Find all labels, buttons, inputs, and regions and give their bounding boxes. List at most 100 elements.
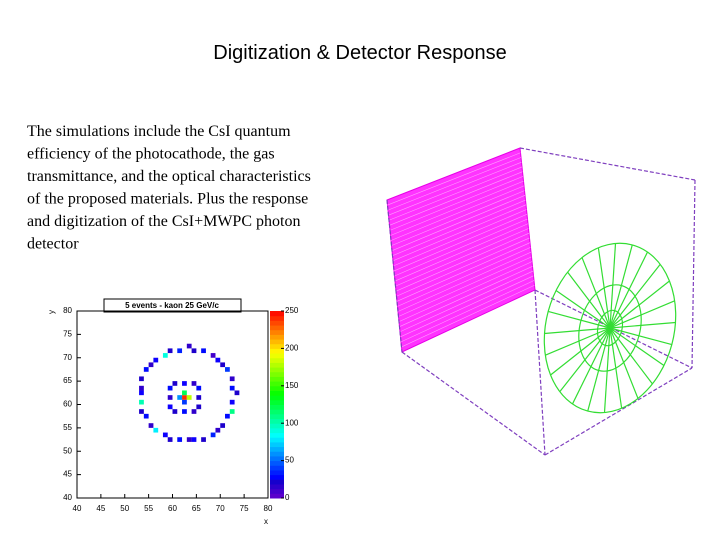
colorbar-step <box>270 353 284 359</box>
colorbar-step <box>270 479 284 485</box>
x-tick-label: 70 <box>216 504 225 513</box>
colorbar-step <box>270 376 284 382</box>
colorbar-step <box>270 423 284 429</box>
hatch-line <box>394 223 529 282</box>
colorbar-step <box>270 385 284 391</box>
spoke <box>609 321 676 329</box>
hatch-line <box>399 266 533 327</box>
spoke <box>544 327 611 335</box>
colorbar-step <box>270 371 284 377</box>
x-tick-label: 55 <box>144 504 153 513</box>
spoke <box>609 251 649 329</box>
z-tick-label: 150 <box>285 381 299 390</box>
cell <box>220 423 226 428</box>
colorbar-step <box>270 399 284 405</box>
cell <box>148 362 154 368</box>
cell <box>182 395 187 400</box>
cell <box>153 427 159 433</box>
z-tick-label: 0 <box>285 493 290 502</box>
cell <box>191 381 197 386</box>
y-tick-label: 55 <box>63 423 72 432</box>
hatch-line <box>390 180 524 236</box>
colorbar-step <box>270 367 284 373</box>
hatch-line <box>400 280 535 343</box>
cell <box>139 385 144 391</box>
colorbar-step <box>270 460 284 466</box>
colorbar-step <box>270 488 284 494</box>
hatch-line <box>392 199 526 257</box>
colorbar-step <box>270 465 284 471</box>
cell <box>215 427 221 433</box>
cell <box>148 423 154 428</box>
hist-title-box <box>103 298 242 313</box>
cell <box>229 409 235 414</box>
colorbar-step <box>270 311 284 317</box>
cell <box>225 413 230 419</box>
hatch-line <box>394 218 528 277</box>
cell <box>143 413 149 419</box>
hatch-line <box>396 242 531 302</box>
spoke <box>548 310 611 329</box>
colorbar-step <box>270 474 284 480</box>
z-tick-label: 50 <box>285 456 294 465</box>
hatch-line <box>389 171 523 226</box>
cell <box>139 376 144 382</box>
spoke <box>559 327 611 393</box>
cell <box>172 381 178 386</box>
colorbar-step <box>270 381 284 387</box>
cell <box>191 437 197 442</box>
colorbar-step <box>270 315 284 321</box>
cell <box>182 390 187 396</box>
spoke <box>571 327 611 405</box>
spoke <box>603 327 611 413</box>
colorbar-step <box>270 493 284 499</box>
colorbar-step <box>270 483 284 490</box>
body-line: The simulations include the CsI quantum <box>27 123 291 140</box>
spoke <box>609 263 661 329</box>
detector-3d <box>386 147 696 456</box>
cell <box>162 432 168 438</box>
y-axis-label: y <box>47 310 56 314</box>
hatch-line <box>391 190 525 246</box>
hatch-line <box>399 270 534 333</box>
colorbar-step <box>270 455 284 462</box>
colorbar-step <box>270 334 284 340</box>
cell <box>182 381 187 386</box>
x-tick-label: 50 <box>120 504 129 513</box>
x-tick-label: 40 <box>73 504 82 513</box>
cell <box>167 385 173 391</box>
colorbar-step <box>270 413 284 420</box>
cell <box>210 353 216 358</box>
x-tick-label: 65 <box>192 504 201 513</box>
cell <box>177 395 183 400</box>
hatch-line <box>390 185 525 241</box>
cell <box>191 348 197 354</box>
hatch-line <box>387 157 522 211</box>
cell <box>182 409 187 414</box>
cell <box>196 395 202 400</box>
spoke <box>609 327 653 385</box>
body-line: and digitization of the CsI+MWPC photon <box>27 213 300 230</box>
colorbar-step <box>270 441 284 448</box>
x-tick-label: 75 <box>240 504 249 513</box>
spoke <box>597 247 611 329</box>
spoke <box>609 243 617 329</box>
z-tick-label: 200 <box>285 344 299 353</box>
spoke <box>581 257 611 329</box>
colorbar-step <box>270 418 284 424</box>
x-tick-label: 60 <box>168 504 177 513</box>
x-tick-label: 45 <box>96 504 105 513</box>
body-line: transmittance, and the optical character… <box>27 168 311 185</box>
colorbar-step <box>270 469 284 476</box>
cell <box>177 437 183 442</box>
hatch-line <box>400 275 534 338</box>
colorbar-step <box>270 427 284 434</box>
x-axis-label: x <box>264 517 268 526</box>
y-tick-label: 75 <box>63 329 72 338</box>
hatch-line <box>392 204 527 262</box>
colorbar-step <box>270 395 284 401</box>
cell <box>139 399 144 405</box>
cell <box>167 404 173 410</box>
histogram: 40 45 50 55 60 65 70 75 80 40 45 50 55 60 65 70 75 80 0 50 1… <box>63 306 299 513</box>
